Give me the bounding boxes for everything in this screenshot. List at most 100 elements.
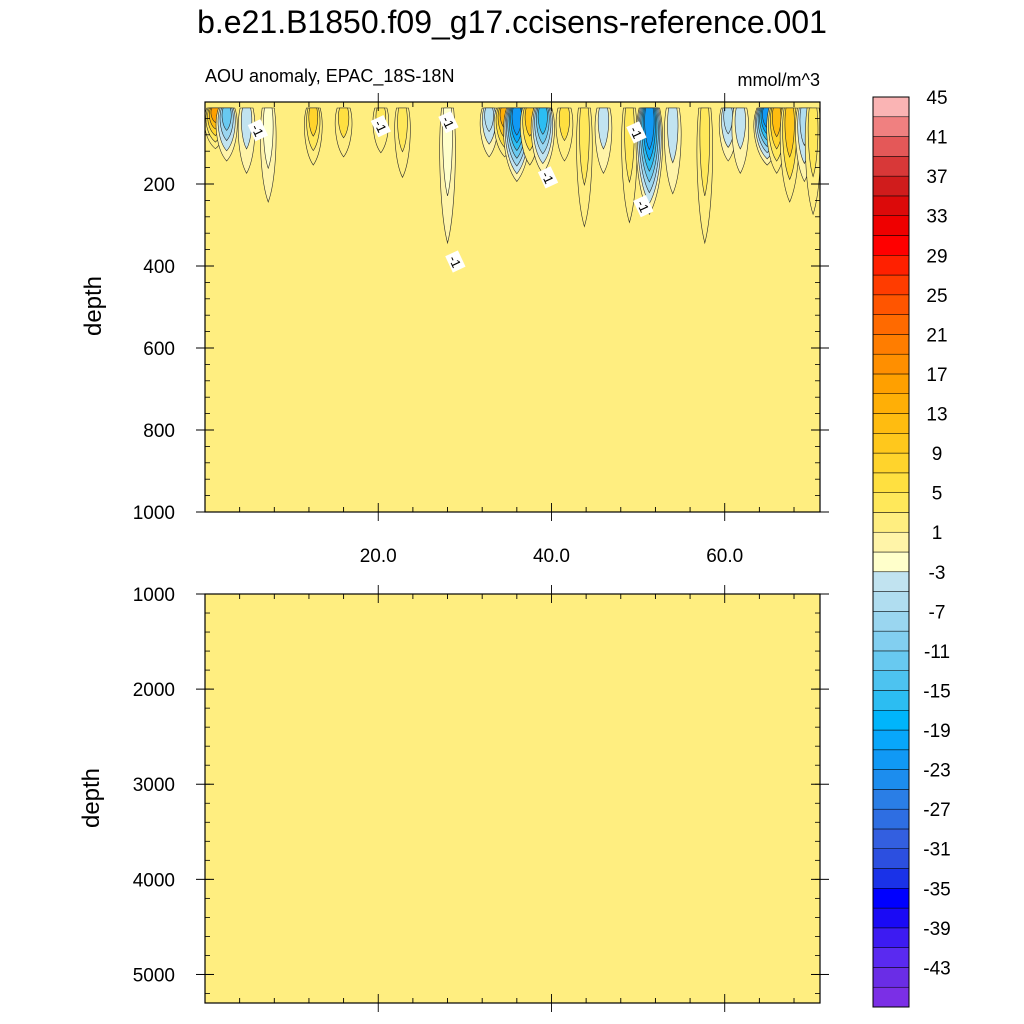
contour-label: -1 xyxy=(438,110,459,134)
colorbar-label: -19 xyxy=(923,721,950,742)
colorbar-box xyxy=(872,472,910,493)
y-tick-label: 2000 xyxy=(133,680,175,701)
contour-band xyxy=(699,107,710,197)
x-tick-label: 20.0 xyxy=(360,546,397,567)
colorbar-label: -15 xyxy=(923,681,950,702)
units-label: mmol/m^3 xyxy=(738,70,820,90)
colorbar-label: 21 xyxy=(926,325,947,346)
contour-band xyxy=(537,107,548,135)
colorbar-label: 17 xyxy=(926,365,947,386)
anomaly-feature xyxy=(576,107,593,228)
contour-band xyxy=(734,107,746,150)
colorbar-label: -35 xyxy=(923,879,950,900)
colorbar-box xyxy=(872,96,910,118)
colorbar-box xyxy=(872,670,910,691)
lower-plot-background xyxy=(205,594,820,1003)
contour-label-text: -1 xyxy=(538,169,556,186)
contour-band xyxy=(221,107,232,131)
anomaly-feature xyxy=(215,107,238,162)
y-tick-label: 1000 xyxy=(133,503,175,524)
colorbar-label: -39 xyxy=(923,919,950,940)
colorbar-box xyxy=(872,749,910,770)
x-tick-label: 40.0 xyxy=(533,546,570,567)
colorbar-box xyxy=(872,215,910,236)
colorbar-box xyxy=(872,531,910,553)
colorbar-label: 25 xyxy=(926,286,947,307)
left-string: AOU anomaly, EPAC_18S-18N xyxy=(205,66,454,87)
colorbar-box xyxy=(872,433,910,454)
anomaly-feature xyxy=(555,107,574,162)
anomaly-feature xyxy=(394,107,411,179)
colorbar-box xyxy=(872,452,910,474)
contour-label-text: -1 xyxy=(439,114,457,131)
colorbar-box xyxy=(872,571,910,592)
colorbar-box xyxy=(872,175,910,197)
colorbar-box xyxy=(872,195,910,216)
lower-panel: 1000 2000 3000 4000 5000 depth xyxy=(78,585,829,1012)
colorbar-box xyxy=(872,551,910,573)
contour-label-text: -1 xyxy=(371,118,389,135)
contour-band xyxy=(338,107,350,139)
colorbar-box xyxy=(872,512,910,533)
colorbar-box xyxy=(872,808,910,830)
contour-label: -1 xyxy=(633,195,654,218)
colorbar-label: 29 xyxy=(926,246,947,267)
colorbar-box xyxy=(872,413,910,434)
colorbar-label: 45 xyxy=(926,88,947,109)
contour-band xyxy=(807,107,819,178)
y-tick-label: 3000 xyxy=(133,775,175,796)
anomaly-feature xyxy=(779,107,800,203)
y-tick-label: 200 xyxy=(143,175,175,196)
contour-label-bg xyxy=(633,195,654,218)
colorbar-label: 41 xyxy=(926,128,947,149)
colorbar-box xyxy=(872,828,910,849)
colorbar-box xyxy=(872,393,910,414)
anomaly-feature xyxy=(304,107,323,166)
lower-plot-frame xyxy=(204,593,821,1004)
anomaly-feature xyxy=(530,107,555,174)
y-tick-label: 800 xyxy=(143,421,175,442)
chart-title: b.e21.B1850.f09_g17.ccisens-reference.00… xyxy=(197,4,827,40)
upper-y-axis-title: depth xyxy=(80,276,107,336)
colorbar-box xyxy=(872,907,910,929)
colorbar-label: 13 xyxy=(926,405,947,426)
colorbar-box xyxy=(872,591,910,612)
upper-tick-marks: 200 400 600 800 1000 20.0 40.0 60.0 xyxy=(133,93,829,567)
colorbar-box xyxy=(872,334,910,355)
colorbar-box xyxy=(872,116,910,137)
colorbar-label: -27 xyxy=(923,800,950,821)
contour-label-bg xyxy=(438,110,459,134)
colorbar-label: 33 xyxy=(926,207,947,228)
colorbar-box xyxy=(872,769,910,790)
contour-band xyxy=(784,107,795,158)
colorbar-box xyxy=(872,353,910,375)
colorbar: 45 41 37 33 29 25 21 17 13 9 5 1 -3 -7 -11 -15 -19 -23 -27… xyxy=(872,88,951,1008)
colorbar-label: -43 xyxy=(923,958,950,979)
colorbar-box xyxy=(872,136,910,157)
upper-contour-field xyxy=(205,107,820,245)
colorbar-label: -11 xyxy=(924,642,950,663)
colorbar-box xyxy=(872,314,910,335)
colorbar-box xyxy=(872,492,910,513)
colorbar-label: 37 xyxy=(926,167,947,188)
colorbar-box xyxy=(872,650,910,671)
y-tick-label: 1000 xyxy=(133,585,175,606)
contour-label-text: -1 xyxy=(627,124,645,141)
colorbar-box xyxy=(872,630,910,652)
colorbar-box xyxy=(872,947,910,968)
anomaly-feature xyxy=(479,107,499,158)
contour-label: -1 xyxy=(445,250,466,273)
contour-band xyxy=(558,107,570,142)
colorbar-box xyxy=(872,690,910,711)
colorbar-box xyxy=(872,294,910,315)
colorbar-box xyxy=(872,967,910,988)
contour-label-text: -1 xyxy=(634,198,652,215)
colorbar-box xyxy=(872,848,910,869)
lower-tick-marks: 1000 2000 3000 4000 5000 xyxy=(133,585,829,1012)
contour-label-bg xyxy=(537,166,559,189)
contour-band xyxy=(597,107,609,150)
contour-band xyxy=(397,107,408,153)
contour-band xyxy=(644,107,655,151)
y-tick-label: 600 xyxy=(143,339,175,360)
